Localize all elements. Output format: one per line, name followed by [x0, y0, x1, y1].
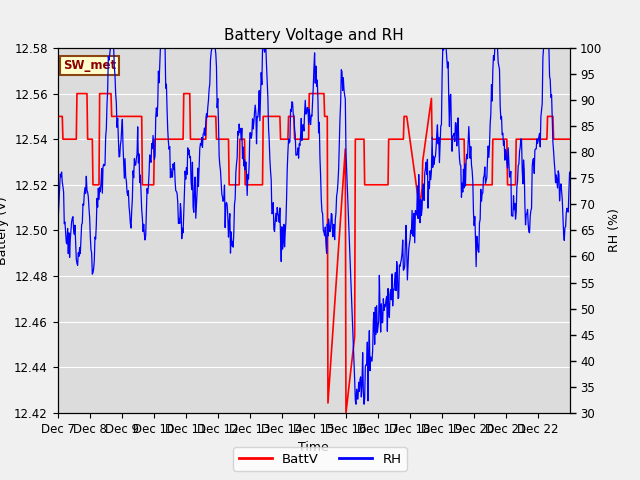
Legend: BattV, RH: BattV, RH	[234, 447, 406, 471]
Y-axis label: RH (%): RH (%)	[608, 208, 621, 252]
X-axis label: Time: Time	[298, 441, 329, 454]
Y-axis label: Battery (V): Battery (V)	[0, 196, 8, 264]
Title: Battery Voltage and RH: Battery Voltage and RH	[224, 28, 403, 43]
Text: SW_met: SW_met	[63, 59, 116, 72]
